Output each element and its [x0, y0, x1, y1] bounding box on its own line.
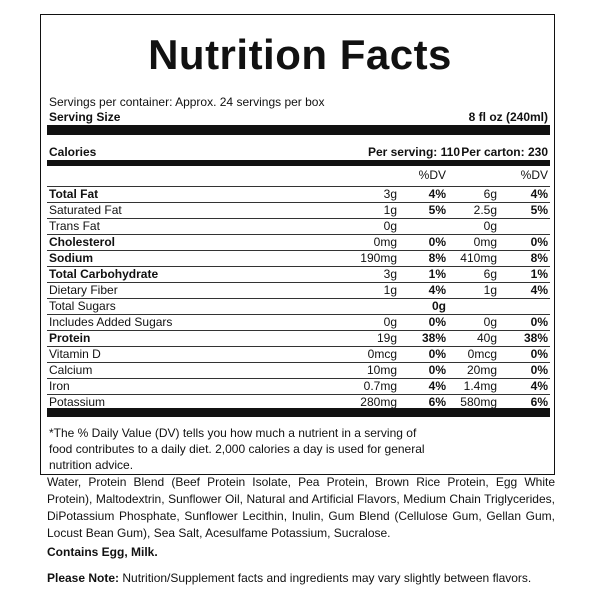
nutrient-value: 1g: [383, 283, 397, 297]
nutrient-value: 0g: [483, 315, 497, 329]
serving-size-label: Serving Size: [49, 110, 121, 124]
row-rule: [47, 234, 550, 235]
nutrient-value: 1g: [483, 283, 497, 297]
medium-rule: [47, 160, 550, 166]
calories-label: Calories: [49, 145, 97, 159]
nutrient-value: 0g: [431, 299, 446, 313]
row-rule: [47, 314, 550, 315]
servings: Servings per container: Approx. 24 servi…: [49, 95, 325, 109]
row-rule: [47, 186, 550, 187]
nutrient-name: Includes Added Sugars: [49, 315, 173, 329]
nutrient-value: 0mcg: [467, 347, 497, 361]
thick-rule: [47, 125, 550, 135]
row-rule: [47, 378, 550, 379]
nutrient-name: Iron: [49, 379, 70, 393]
row-rule: [47, 330, 550, 331]
note: Please Note: Nutrition/Supplement facts …: [47, 570, 531, 586]
nutrient-name: Cholesterol: [49, 235, 116, 249]
nutrient-value: 0%: [428, 315, 446, 329]
nutrient-value: 0%: [428, 363, 446, 377]
allergens: Contains Egg, Milk.: [47, 545, 158, 559]
nutrient-value: 20mg: [466, 363, 497, 377]
nutrient-value: 0g: [483, 219, 497, 233]
row-rule: [47, 298, 550, 299]
nutrient-value: 5%: [530, 203, 548, 217]
nutrient-name: Vitamin D: [49, 347, 101, 361]
row-rule: [47, 266, 550, 267]
row-rule: [47, 218, 550, 219]
nutrient-value: 4%: [428, 283, 446, 297]
nutrient-value: 280mg: [360, 395, 397, 409]
dv-header: %DV: [520, 168, 548, 182]
nutrient-value: 5%: [428, 203, 446, 217]
nutrient-value: 38%: [523, 331, 548, 345]
nutrient-name: Total Sugars: [49, 299, 116, 313]
nutrient-name: Total Fat: [49, 187, 99, 201]
row-rule: [47, 394, 550, 395]
row-rule: [47, 250, 550, 251]
nutrient-value: 0g: [383, 315, 397, 329]
nutrient-value: 1.4mg: [463, 379, 497, 393]
nutrient-value: 0mcg: [367, 347, 397, 361]
nutrient-name: Total Carbohydrate: [49, 267, 159, 281]
nutrient-value: 6g: [483, 187, 497, 201]
nutrient-value: 4%: [530, 187, 548, 201]
nutrient-value: 6%: [530, 395, 548, 409]
nutrient-value: 4%: [428, 187, 446, 201]
row-rule: [47, 282, 550, 283]
serving-size: 8 fl oz (240ml): [468, 110, 548, 124]
nutrient-value: 40g: [476, 331, 497, 345]
nutrient-value: 3g: [383, 267, 397, 281]
nutrient-value: 1%: [530, 267, 548, 281]
nutrient-value: 10mg: [366, 363, 397, 377]
nutrient-value: 1g: [383, 203, 397, 217]
nutrient-name: Calcium: [49, 363, 93, 377]
row-rule: [47, 362, 550, 363]
nutrient-value: 0%: [530, 235, 548, 249]
nutrient-value: 4%: [530, 283, 548, 297]
ingredients: Water, Protein Blend (Beef Protein Isola…: [47, 475, 555, 540]
nutrient-value: 0mg: [473, 235, 497, 249]
thick-rule: [47, 408, 550, 417]
nutrient-value: 580mg: [460, 395, 497, 409]
nutrient-value: 3g: [383, 187, 397, 201]
row-rule: [47, 202, 550, 203]
nutrient-value: 0.7mg: [363, 379, 397, 393]
nutrient-value: 6%: [428, 395, 446, 409]
nutrient-name: Potassium: [49, 395, 106, 409]
footnote: *The % Daily Value (DV) tells you how mu…: [49, 426, 425, 472]
title: Nutrition Facts: [148, 31, 452, 78]
nutrient-value: 38%: [421, 331, 446, 345]
calories-carton: Per carton: 230: [461, 145, 548, 159]
nutrient-value: 4%: [530, 379, 548, 393]
nutrient-value: 0mg: [373, 235, 397, 249]
nutrient-value: 190mg: [360, 251, 397, 265]
row-rule: [47, 346, 550, 347]
nutrient-value: 6g: [483, 267, 497, 281]
nutrient-value: 0%: [428, 235, 446, 249]
nutrient-value: 0%: [428, 347, 446, 361]
nutrient-value: 8%: [428, 251, 446, 265]
nutrient-value: 0%: [530, 363, 548, 377]
nutrient-value: 0%: [530, 315, 548, 329]
nutrient-name: Saturated Fat: [49, 203, 122, 217]
nutrient-name: Trans Fat: [49, 219, 100, 233]
label-panel: [40, 14, 555, 475]
nutrient-value: 410mg: [460, 251, 497, 265]
nutrient-value: 8%: [530, 251, 548, 265]
nutrient-value: 1%: [428, 267, 446, 281]
nutrient-value: 4%: [428, 379, 446, 393]
note-label: Please Note:: [47, 571, 120, 585]
nutrient-name: Protein: [49, 331, 91, 345]
nutrient-value: 0g: [383, 219, 397, 233]
nutrient-name: Dietary Fiber: [49, 283, 118, 297]
nutrient-value: 0%: [530, 347, 548, 361]
calories-serving: Per serving: 110: [367, 145, 460, 159]
dv-header: %DV: [418, 168, 446, 182]
nutrient-value: 2.5g: [473, 203, 497, 217]
note-text: Nutrition/Supplement facts and ingredien…: [122, 571, 532, 585]
nutrient-name: Sodium: [49, 251, 93, 265]
nutrient-value: 19g: [376, 331, 397, 345]
